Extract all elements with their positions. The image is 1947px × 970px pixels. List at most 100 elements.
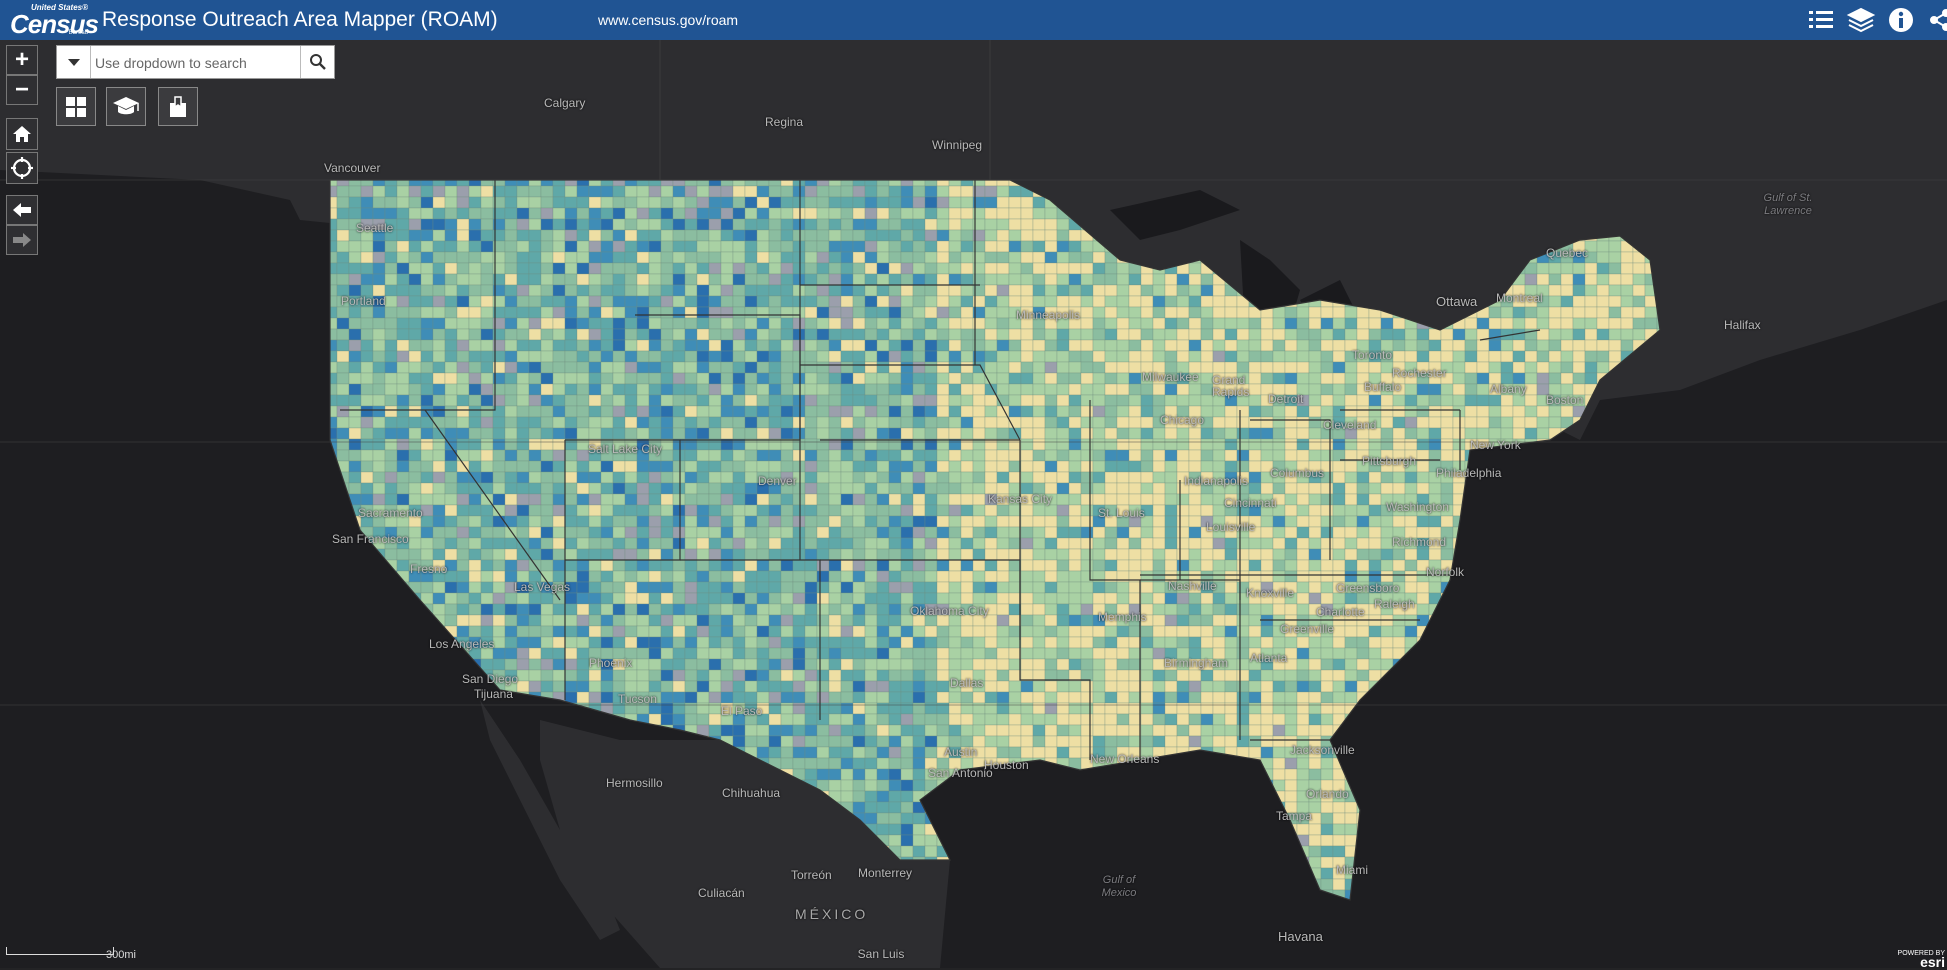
county-cell[interactable]: [852, 614, 866, 627]
county-cell[interactable]: [1248, 416, 1262, 429]
county-cell[interactable]: [420, 482, 434, 495]
county-cell[interactable]: [996, 185, 1010, 198]
county-cell[interactable]: [636, 306, 650, 319]
county-cell[interactable]: [504, 251, 518, 264]
county-cell[interactable]: [1440, 449, 1454, 462]
county-cell[interactable]: [744, 658, 758, 671]
county-cell[interactable]: [1620, 515, 1634, 528]
county-cell[interactable]: [1536, 614, 1550, 627]
county-cell[interactable]: [480, 658, 494, 671]
county-cell[interactable]: [480, 350, 494, 363]
county-cell[interactable]: [1212, 548, 1226, 561]
county-cell[interactable]: [1644, 592, 1658, 605]
county-cell[interactable]: [612, 493, 626, 506]
county-cell[interactable]: [780, 647, 794, 660]
county-cell[interactable]: [588, 284, 602, 297]
county-cell[interactable]: [816, 328, 830, 341]
county-cell[interactable]: [504, 196, 518, 209]
county-cell[interactable]: [900, 306, 914, 319]
county-cell[interactable]: [1248, 361, 1262, 374]
county-cell[interactable]: [456, 482, 470, 495]
county-cell[interactable]: [696, 504, 710, 517]
county-cell[interactable]: [1284, 317, 1298, 330]
county-cell[interactable]: [325, 295, 338, 308]
county-cell[interactable]: [1344, 636, 1358, 649]
county-cell[interactable]: [744, 460, 758, 473]
county-cell[interactable]: [1632, 284, 1646, 297]
county-cell[interactable]: [588, 218, 602, 231]
county-cell[interactable]: [696, 526, 710, 539]
county-cell[interactable]: [360, 548, 374, 561]
county-cell[interactable]: [888, 317, 902, 330]
county-cell[interactable]: [1356, 526, 1370, 539]
county-cell[interactable]: [1176, 284, 1190, 297]
county-cell[interactable]: [888, 614, 902, 627]
county-cell[interactable]: [1500, 636, 1514, 649]
county-cell[interactable]: [1392, 548, 1406, 561]
county-cell[interactable]: [564, 339, 578, 352]
county-cell[interactable]: [612, 603, 626, 616]
county-cell[interactable]: [1284, 570, 1298, 583]
county-cell[interactable]: [1032, 537, 1046, 550]
county-cell[interactable]: [1284, 493, 1298, 506]
county-cell[interactable]: [960, 229, 974, 242]
county-cell[interactable]: [1128, 317, 1142, 330]
county-cell[interactable]: [516, 482, 530, 495]
county-cell[interactable]: [888, 306, 902, 319]
county-cell[interactable]: [936, 449, 950, 462]
county-cell[interactable]: [792, 317, 806, 330]
county-cell[interactable]: [528, 471, 542, 484]
county-cell[interactable]: [1548, 328, 1562, 341]
county-cell[interactable]: [1140, 548, 1154, 561]
county-cell[interactable]: [936, 372, 950, 385]
county-cell[interactable]: [1152, 559, 1166, 572]
county-cell[interactable]: [1392, 438, 1406, 451]
county-cell[interactable]: [840, 449, 854, 462]
county-cell[interactable]: [372, 438, 386, 451]
county-cell[interactable]: [1320, 559, 1334, 572]
county-cell[interactable]: [1260, 559, 1274, 572]
county-cell[interactable]: [432, 493, 446, 506]
county-cell[interactable]: [1080, 240, 1094, 253]
county-cell[interactable]: [648, 427, 662, 440]
county-cell[interactable]: [816, 229, 830, 242]
county-cell[interactable]: [732, 658, 746, 671]
county-cell[interactable]: [612, 295, 626, 308]
county-cell[interactable]: [804, 526, 818, 539]
county-cell[interactable]: [516, 515, 530, 528]
county-cell[interactable]: [948, 438, 962, 451]
county-cell[interactable]: [1056, 603, 1070, 616]
county-cell[interactable]: [996, 647, 1010, 660]
county-cell[interactable]: [1608, 537, 1622, 550]
county-cell[interactable]: [780, 427, 794, 440]
county-cell[interactable]: [1104, 636, 1118, 649]
county-cell[interactable]: [984, 526, 998, 539]
county-cell[interactable]: [1572, 262, 1586, 275]
county-cell[interactable]: [756, 658, 770, 671]
county-cell[interactable]: [672, 350, 686, 363]
county-cell[interactable]: [984, 559, 998, 572]
county-cell[interactable]: [672, 647, 686, 660]
county-cell[interactable]: [1620, 416, 1634, 429]
county-cell[interactable]: [888, 185, 902, 198]
county-cell[interactable]: [864, 614, 878, 627]
county-cell[interactable]: [1356, 559, 1370, 572]
county-cell[interactable]: [864, 339, 878, 352]
county-cell[interactable]: [1212, 295, 1226, 308]
county-cell[interactable]: [876, 405, 890, 418]
county-cell[interactable]: [444, 339, 458, 352]
county-cell[interactable]: [492, 526, 506, 539]
county-cell[interactable]: [1584, 273, 1598, 286]
county-cell[interactable]: [1536, 526, 1550, 539]
county-cell[interactable]: [708, 405, 722, 418]
county-cell[interactable]: [432, 482, 446, 495]
county-cell[interactable]: [1224, 537, 1238, 550]
county-cell[interactable]: [912, 636, 926, 649]
county-cell[interactable]: [1404, 416, 1418, 429]
county-cell[interactable]: [600, 295, 614, 308]
county-cell[interactable]: [648, 350, 662, 363]
county-cell[interactable]: [1152, 273, 1166, 286]
county-cell[interactable]: [336, 328, 350, 341]
county-cell[interactable]: [1272, 449, 1286, 462]
county-cell[interactable]: [1476, 317, 1490, 330]
